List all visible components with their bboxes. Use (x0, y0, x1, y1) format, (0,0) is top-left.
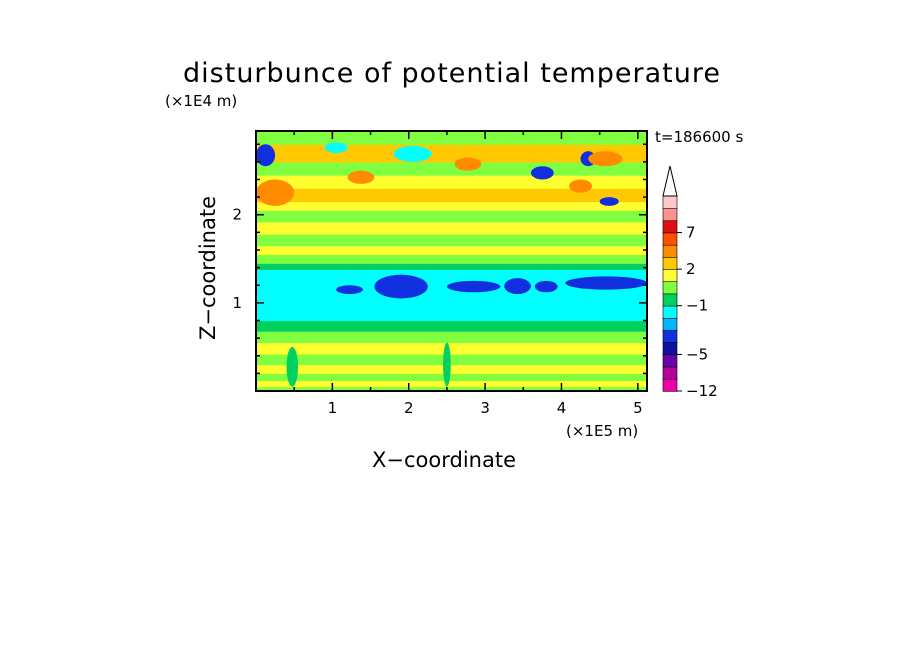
colorbar-swatch-13 (662, 220, 678, 234)
chart-title: disturbunce of potential temperature (183, 58, 721, 89)
contour-cell-10 (256, 179, 295, 206)
contour-cell-12 (454, 157, 482, 171)
plot-frame (255, 130, 648, 392)
colorbar-extend-arrow (662, 165, 678, 197)
x-unit-label: (×1E5 m) (566, 422, 639, 440)
contour-band-22 (256, 131, 647, 145)
colorbar-swatch-12 (662, 232, 678, 246)
contour-band-16 (256, 210, 647, 223)
contour-band-5 (256, 342, 647, 355)
colorbar-tick-label: −5 (686, 345, 708, 363)
contour-band-21 (256, 144, 647, 163)
contour-band-15 (256, 221, 647, 235)
colorbar-swatch-2 (662, 354, 678, 368)
contour-band-4 (256, 353, 647, 366)
x-tick-label: 3 (480, 399, 490, 417)
colorbar-tick-label: −12 (686, 382, 718, 400)
colorbar-swatch-8 (662, 281, 678, 295)
contour-cell-9 (599, 197, 619, 206)
contour-band-7 (256, 320, 647, 332)
contour-band-17 (256, 201, 647, 211)
contour-cell-15 (324, 142, 348, 154)
y-tick-label: 2 (232, 206, 242, 224)
contour-cell-14 (588, 151, 623, 167)
colorbar-swatch-14 (662, 207, 678, 222)
contour-cell-13 (569, 179, 593, 193)
colorbar-swatch-10 (662, 256, 678, 270)
contour-band-11 (256, 263, 647, 270)
contour-cell-2 (446, 280, 501, 293)
contour-cell-4 (534, 280, 558, 293)
colorbar-swatch-15 (662, 195, 678, 209)
contour-band-1 (256, 380, 647, 388)
colorbar-swatch-6 (662, 305, 678, 319)
colorbar-swatch-5 (662, 317, 678, 331)
contour-cell-17 (286, 346, 299, 387)
z-unit-label: (×1E4 m) (165, 92, 238, 110)
contour-cell-7 (530, 166, 554, 180)
contour-cell-1 (374, 274, 428, 299)
time-label: t=186600 s (655, 128, 744, 146)
contour-cell-18 (443, 342, 451, 387)
contour-band-3 (256, 364, 647, 374)
colorbar-tick-label: −1 (686, 297, 708, 315)
contour-band-14 (256, 234, 647, 247)
contour-band-8 (256, 313, 647, 322)
contour-band-6 (256, 331, 647, 344)
contour-cell-11 (347, 170, 375, 184)
x-tick-label: 4 (557, 399, 567, 417)
contour-band-2 (256, 373, 647, 382)
contour-cell-16 (393, 145, 432, 162)
contour-cell-5 (565, 276, 647, 290)
colorbar-swatch-7 (662, 293, 678, 307)
colorbar-tick-label: 2 (686, 260, 696, 278)
contour-cell-0 (336, 285, 363, 295)
contour-band-0 (256, 386, 647, 392)
axes: 1 2 3 4 5 1 2 (232, 130, 648, 417)
contour-band-9 (256, 294, 647, 315)
colorbar-swatch-3 (662, 341, 678, 356)
colorbar-swatch-9 (662, 268, 678, 283)
x-tick-label: 5 (633, 399, 643, 417)
colorbar-tick-label: 7 (686, 224, 696, 242)
contour-band-12 (256, 254, 647, 264)
contour-band-13 (256, 245, 647, 255)
plot-area (256, 131, 647, 392)
x-tick-label: 2 (404, 399, 414, 417)
contour-cell-3 (504, 278, 531, 295)
colorbar-swatch-11 (662, 244, 678, 258)
x-axis-label: X−coordinate (372, 448, 516, 472)
colorbar-swatch-0 (662, 378, 678, 392)
colorbar-swatch-1 (662, 366, 678, 380)
colorbar-swatch-4 (662, 329, 678, 343)
colorbar: −12−5−127 (662, 165, 718, 400)
x-tick-label: 1 (328, 399, 338, 417)
contour-cell-6 (256, 144, 276, 167)
contour-band-18 (256, 188, 647, 203)
y-tick-label: 1 (232, 294, 242, 312)
